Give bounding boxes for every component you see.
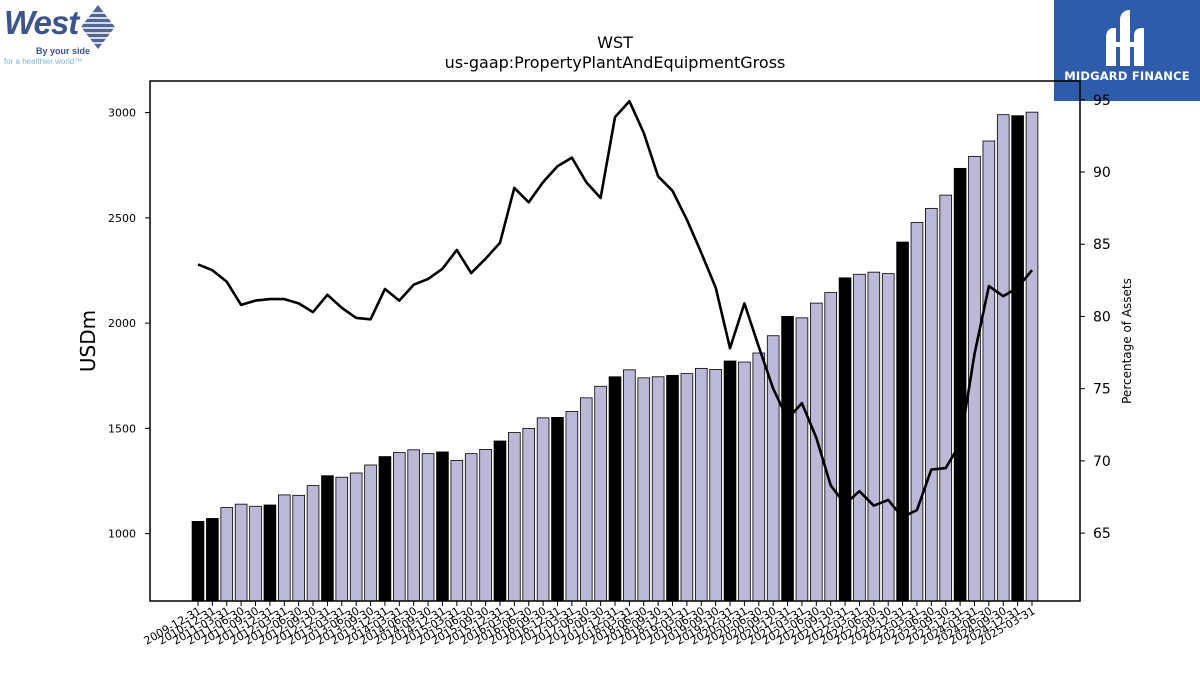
bar [220, 507, 234, 602]
bar [364, 464, 377, 602]
west-diamond-icon [81, 5, 115, 49]
y-tick-label: 3000 [108, 107, 136, 120]
bar [651, 376, 665, 602]
bar [436, 451, 449, 602]
y2-tick-label: 95 [1093, 93, 1111, 109]
bar [565, 411, 579, 602]
midgard-finance-logo: MIDGARD FINANCE [1054, 0, 1200, 101]
bar [191, 521, 205, 602]
bar [234, 503, 248, 602]
y2-axis-label: Percentage of Assets [1120, 278, 1134, 404]
x-axis: 2009-12-312010-12-312011-03-312011-06-30… [142, 601, 1038, 648]
bar [378, 456, 392, 602]
bar [536, 417, 550, 602]
bar [407, 449, 420, 602]
bar [867, 271, 881, 602]
bar [910, 222, 924, 602]
bar [464, 453, 478, 602]
y-tick-label: 1000 [108, 528, 136, 541]
midgard-finance-text: MIDGARD FINANCE [1064, 69, 1190, 83]
bar [421, 453, 435, 602]
y2-tick-label: 75 [1093, 382, 1111, 398]
bar-series [191, 111, 1039, 602]
bar [953, 167, 967, 602]
west-tagline: By your side [36, 46, 91, 56]
y-axis-left: 1000 1500 2000 2500 3000 [108, 107, 150, 541]
y-axis-right: 65 70 75 80 85 90 95 [1080, 93, 1111, 542]
y-tick-label: 1500 [108, 422, 136, 435]
bar [263, 504, 277, 602]
bar [321, 475, 334, 602]
bar [493, 440, 507, 602]
y2-tick-label: 70 [1093, 454, 1111, 470]
y2-tick-label: 90 [1093, 165, 1111, 181]
bar [738, 361, 751, 602]
y-tick-label: 2500 [108, 212, 136, 225]
bar [824, 292, 837, 602]
bar [838, 277, 852, 602]
y2-tick-label: 85 [1093, 237, 1111, 253]
bar [1011, 115, 1024, 602]
percentage-line [197, 99, 1034, 519]
bar [694, 367, 708, 602]
midgard-mark-icon [1106, 10, 1144, 66]
bar [939, 194, 953, 602]
bar [881, 273, 895, 602]
bar [277, 494, 291, 602]
bar [450, 459, 464, 602]
west-logo: West By your side for a healthier world™ [4, 4, 116, 68]
bar [723, 360, 737, 602]
line-series [197, 99, 1034, 519]
bar [522, 427, 536, 602]
bar [752, 352, 766, 602]
bar [249, 505, 262, 602]
bar [680, 373, 694, 602]
west-tagline-sub: for a healthier world™ [4, 57, 83, 66]
bar [292, 494, 305, 602]
bar [594, 385, 607, 602]
y-axis-label: USDm [76, 310, 100, 372]
bar [579, 397, 593, 602]
bar [982, 140, 996, 602]
bar [623, 369, 636, 602]
bar [666, 374, 679, 602]
bar [393, 452, 406, 602]
bar [479, 449, 492, 602]
y2-tick-label: 80 [1093, 309, 1111, 325]
bar [637, 377, 651, 602]
bar [608, 376, 622, 602]
west-wordmark: West [4, 4, 79, 41]
bar [996, 114, 1010, 602]
chart-title: WST [597, 33, 633, 52]
bar [508, 432, 521, 602]
bar [306, 485, 320, 602]
chart-subtitle: us-gaap:PropertyPlantAndEquipmentGross [445, 53, 786, 72]
y2-tick-label: 65 [1093, 526, 1111, 542]
bar [896, 241, 909, 602]
bar [551, 417, 564, 602]
bar [1025, 111, 1039, 602]
bar [335, 476, 349, 602]
y-tick-label: 2000 [108, 317, 136, 330]
bar [795, 317, 809, 602]
bar [853, 273, 866, 602]
bar [206, 518, 219, 602]
bar [349, 472, 363, 602]
bar [709, 369, 722, 602]
bar [781, 315, 794, 602]
bar [925, 207, 938, 602]
